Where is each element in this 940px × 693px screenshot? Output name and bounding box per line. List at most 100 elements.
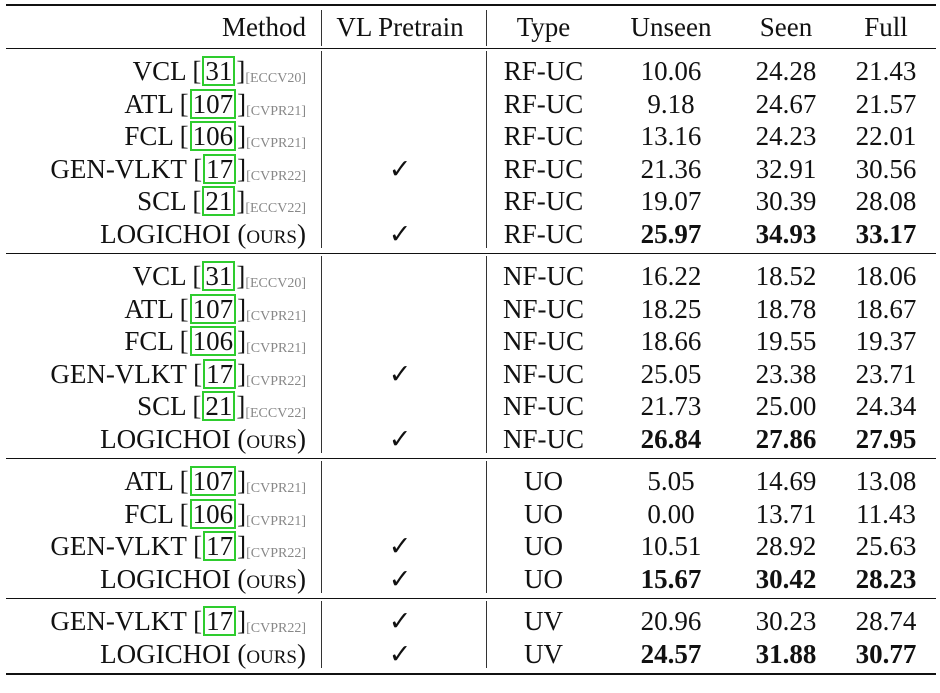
type-cell: NF-UC xyxy=(502,293,584,324)
citation-link[interactable]: 31 xyxy=(202,56,236,86)
citation-link[interactable]: 17 xyxy=(203,153,237,184)
unseen-cell: 9.18 xyxy=(647,88,695,119)
venue-tag: [CVPR21] xyxy=(246,308,306,324)
seen-cell: 24.67 xyxy=(755,88,817,119)
seen-cell: 32.91 xyxy=(755,153,817,184)
citation-link[interactable]: 106 xyxy=(189,326,237,356)
full-cell: 21.43 xyxy=(855,56,917,86)
citation-link[interactable]: 21 xyxy=(202,186,236,216)
unseen-cell: 18.66 xyxy=(640,326,702,356)
column-separator-vl xyxy=(486,601,487,668)
type-cell: RF-UC xyxy=(503,121,584,151)
group-rule xyxy=(6,48,936,49)
venue-tag: [ECCV20] xyxy=(245,71,306,86)
type-cell: NF-UC xyxy=(502,423,584,454)
type-cell: RF-UC xyxy=(503,88,584,119)
unseen-cell: 20.96 xyxy=(640,606,702,636)
citation-link[interactable]: 17 xyxy=(203,358,237,389)
bottom-rule xyxy=(6,673,936,675)
method-cell: LOGICHOI (ours) xyxy=(6,423,306,455)
citation-link[interactable]: 107 xyxy=(189,88,237,119)
method-cell: GEN-VLKT [17][CVPR22] xyxy=(50,606,306,636)
citation-link[interactable]: 106 xyxy=(189,121,237,151)
method-name: FCL xyxy=(124,121,173,151)
column-separator-method xyxy=(321,256,322,453)
full-cell: 11.43 xyxy=(856,498,916,529)
method-cell: GEN-VLKT [17][CVPR22] xyxy=(50,153,306,184)
seen-cell: 19.55 xyxy=(755,326,817,356)
citation-link[interactable]: 106 xyxy=(189,498,237,529)
header-seen: Seen xyxy=(759,12,813,42)
full-cell: 18.06 xyxy=(855,261,917,291)
table-row: GEN-VLKT [17][CVPR22] ✓ UV 20.96 30.23 28.74 xyxy=(6,605,936,637)
table-row: GEN-VLKT [17][CVPR22] ✓ NF-UC 25.05 23.38 23.… xyxy=(6,358,936,390)
venue-tag: [CVPR22] xyxy=(246,168,306,184)
citation-link[interactable]: 17 xyxy=(203,531,237,561)
method-name: FCL xyxy=(124,498,173,529)
type-cell: NF-UC xyxy=(502,261,584,291)
vl-pretrain-cell xyxy=(321,465,479,497)
citation-link[interactable]: 31 xyxy=(202,261,236,291)
table-row: LOGICHOI (ours) ✓ NF-UC 26.84 27.86 27.95 xyxy=(6,423,936,455)
venue-tag: [CVPR21] xyxy=(246,513,306,529)
type-cell: UO xyxy=(524,466,563,496)
method-name: VCL xyxy=(132,261,186,291)
seen-cell: 30.39 xyxy=(755,186,817,216)
method-name: GEN-VLKT xyxy=(50,531,187,561)
unseen-cell: 13.16 xyxy=(640,121,702,151)
column-separator-vl xyxy=(486,256,487,453)
venue-tag: [CVPR21] xyxy=(246,341,306,356)
table-row: FCL [106][CVPR21] NF-UC 18.66 19.55 19.37 xyxy=(6,325,936,357)
method-cell: SCL [21][ECCV22] xyxy=(137,391,306,421)
venue-tag: [CVPR21] xyxy=(246,481,306,496)
type-cell: UV xyxy=(524,606,563,636)
venue-tag: [CVPR21] xyxy=(246,136,306,151)
seen-cell: 18.52 xyxy=(755,261,817,291)
method-cell: GEN-VLKT [17][CVPR22] xyxy=(50,358,306,389)
method-name: GEN-VLKT xyxy=(50,153,187,184)
citation-link[interactable]: 17 xyxy=(203,606,237,636)
header-type: Type xyxy=(516,12,571,42)
seen-cell: 13.71 xyxy=(755,498,817,529)
unseen-cell: 19.07 xyxy=(640,186,702,216)
vl-pretrain-cell xyxy=(321,120,479,152)
seen-cell: 18.78 xyxy=(755,293,817,324)
method-name: ATL xyxy=(124,466,173,496)
seen-cell: 30.42 xyxy=(755,563,817,594)
venue-tag: [ECCV22] xyxy=(245,201,306,216)
unseen-cell: 21.36 xyxy=(640,153,702,184)
vl-pretrain-cell: ✓ xyxy=(388,423,412,454)
full-cell: 19.37 xyxy=(855,326,917,356)
method-name: LOGICHOI (ours) xyxy=(100,218,306,249)
seen-cell: 31.88 xyxy=(755,638,817,669)
full-cell: 21.57 xyxy=(855,88,917,119)
column-separator-vl xyxy=(486,51,487,248)
table-row: ATL [107][CVPR21] UO 5.05 14.69 13.08 xyxy=(6,465,936,497)
table-row: SCL [21][ECCV22] RF-UC 19.07 30.39 28.08 xyxy=(6,185,936,217)
citation-link[interactable]: 107 xyxy=(189,466,237,496)
table-row: LOGICHOI (ours) ✓ RF-UC 25.97 34.93 33.17 xyxy=(6,218,936,250)
type-cell: NF-UC xyxy=(502,326,584,356)
method-name: SCL xyxy=(137,186,186,216)
citation-link[interactable]: 21 xyxy=(202,391,236,421)
method-cell: LOGICHOI (ours) xyxy=(6,638,306,670)
table-row: VCL [31][ECCV20] NF-UC 16.22 18.52 18.06 xyxy=(6,260,936,292)
seen-cell: 14.69 xyxy=(755,466,817,496)
full-cell: 27.95 xyxy=(855,423,917,454)
table-row: SCL [21][ECCV22] NF-UC 21.73 25.00 24.34 xyxy=(6,390,936,422)
method-name: LOGICHOI (ours) xyxy=(100,423,306,454)
citation-link[interactable]: 107 xyxy=(189,293,237,324)
header-method: Method xyxy=(222,12,306,42)
unseen-cell: 10.06 xyxy=(640,56,702,86)
seen-cell: 27.86 xyxy=(755,423,817,454)
method-cell: FCL [106][CVPR21] xyxy=(124,121,306,151)
method-cell: LOGICHOI (ours) xyxy=(6,563,306,595)
method-cell: ATL [107][CVPR21] xyxy=(124,88,306,119)
table-row: ATL [107][CVPR21] NF-UC 18.25 18.78 18.67 xyxy=(6,293,936,325)
unseen-cell: 16.22 xyxy=(640,261,702,291)
vl-pretrain-cell xyxy=(321,88,479,120)
method-name: LOGICHOI (ours) xyxy=(100,563,306,594)
table-row: ATL [107][CVPR21] RF-UC 9.18 24.67 21.57 xyxy=(6,88,936,120)
method-name: ATL xyxy=(124,293,173,324)
column-separator-method xyxy=(321,461,322,593)
